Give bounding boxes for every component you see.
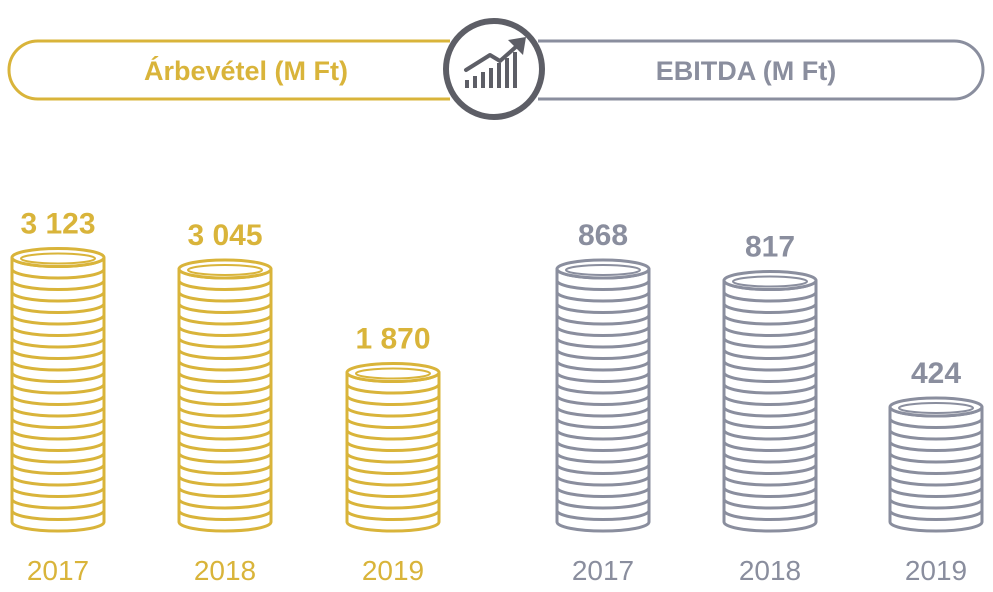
header-banner: Árbevétel (M Ft) EBITDA (M Ft)	[7, 18, 985, 120]
value-label: 3 045	[187, 219, 262, 252]
value-label: 1 870	[355, 323, 430, 356]
growth-chart-icon	[443, 18, 545, 120]
coin-stack	[888, 396, 984, 533]
year-label: 2018	[194, 555, 256, 586]
coin-stack	[722, 270, 818, 533]
year-label: 2017	[572, 555, 634, 586]
value-label: 424	[911, 357, 961, 390]
ebitda-title: EBITDA (M Ft)	[656, 56, 836, 86]
coin-stacks: 3 123 2017 3 045 2018 1 870 2019 868 2017 817 201…	[10, 208, 984, 586]
coin-stack	[10, 247, 106, 533]
coin-stack	[555, 258, 651, 533]
year-label: 2019	[905, 555, 967, 586]
revenue-title: Árbevétel (M Ft)	[144, 55, 348, 86]
value-label: 817	[745, 231, 795, 264]
year-label: 2017	[27, 555, 89, 586]
year-label: 2019	[362, 555, 424, 586]
coin-stack	[177, 258, 273, 533]
year-label: 2018	[739, 555, 801, 586]
ebitda-pill	[538, 39, 985, 101]
coin-stack	[345, 362, 441, 533]
value-label: 868	[578, 219, 628, 252]
revenue-pill	[7, 39, 450, 101]
value-label: 3 123	[20, 208, 95, 241]
